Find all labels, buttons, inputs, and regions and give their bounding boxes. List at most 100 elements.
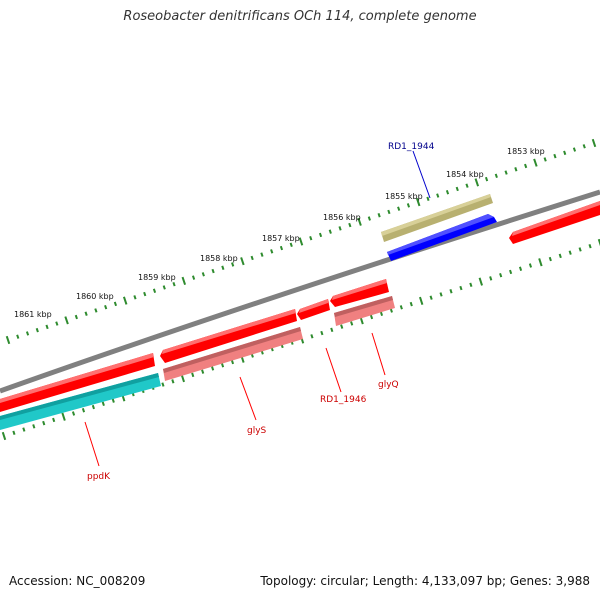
label-rd1-1944[interactable]: RD1_1944	[388, 142, 435, 152]
major-tick	[122, 296, 128, 305]
minor-tick	[338, 226, 342, 231]
gene-red-glyq-upper[interactable]	[330, 279, 389, 307]
map-title: Roseobacter denitrificans OCh 114, compl…	[123, 9, 477, 24]
label-glyq[interactable]: glyQ	[378, 380, 399, 390]
minor-tick	[588, 244, 592, 249]
scale-label-1858: 1858 kbp	[200, 254, 238, 263]
major-tick	[298, 237, 304, 246]
gene-red-glys-upper[interactable]	[160, 309, 297, 363]
minor-tick	[161, 382, 165, 387]
minor-tick	[426, 196, 430, 202]
minor-tick	[221, 265, 225, 270]
minor-tick	[509, 269, 513, 275]
minor-tick	[330, 327, 334, 333]
minor-tick	[230, 359, 235, 365]
scale-label-1859: 1859 kbp	[138, 273, 176, 282]
scale-label-1853: 1853 kbp	[507, 147, 545, 156]
minor-tick	[558, 253, 562, 259]
minor-tick	[459, 285, 463, 291]
leader-ppdk	[84, 421, 100, 467]
minor-tick	[489, 276, 493, 281]
label-glys[interactable]: glyS	[247, 426, 267, 436]
minor-tick	[389, 308, 393, 313]
major-tick	[5, 335, 11, 345]
genome-summary-text: Topology: circular; Length: 4,133,097 bp…	[260, 574, 590, 588]
minor-tick	[543, 157, 547, 162]
major-tick	[478, 277, 483, 286]
minor-tick	[201, 369, 205, 374]
scale-label-1860: 1860 kbp	[76, 292, 114, 301]
label-ppdk[interactable]: ppdK	[87, 472, 111, 482]
minor-tick	[320, 330, 324, 336]
minor-tick	[220, 363, 225, 368]
minor-tick	[101, 401, 105, 407]
inner-scale-ticks	[1, 238, 600, 441]
major-tick	[415, 197, 421, 207]
gene-cyan-ppdk[interactable]	[0, 373, 161, 430]
scale-label-1856: 1856 kbp	[323, 213, 361, 222]
minor-tick	[201, 272, 205, 277]
minor-tick	[397, 206, 401, 211]
minor-tick	[45, 324, 49, 330]
minor-tick	[429, 295, 433, 300]
major-tick	[597, 238, 600, 247]
minor-tick	[548, 256, 552, 262]
minor-tick	[81, 408, 86, 413]
major-tick	[64, 316, 69, 325]
minor-tick	[52, 417, 56, 423]
minor-tick	[22, 427, 26, 432]
gene-red-right[interactable]	[509, 201, 600, 244]
minor-tick	[55, 321, 59, 326]
scale-label-1861: 1861 kbp	[14, 310, 52, 319]
major-tick	[1, 431, 7, 441]
scale-label-1854: 1854 kbp	[446, 170, 484, 179]
minor-tick	[191, 275, 196, 280]
minor-tick	[377, 213, 381, 218]
major-tick	[474, 178, 480, 187]
minor-tick	[484, 176, 489, 182]
major-tick	[538, 258, 543, 267]
minor-tick	[32, 424, 36, 429]
minor-tick	[449, 289, 453, 294]
genome-backbone	[0, 189, 600, 394]
gene-blue[interactable]	[387, 214, 497, 261]
minor-tick	[409, 301, 413, 307]
leader-glyq	[371, 332, 386, 376]
scale-label-1857: 1857 kbp	[262, 234, 300, 243]
accession-text: Accession: NC_008209	[9, 574, 146, 588]
minor-tick	[231, 262, 235, 267]
minor-tick	[211, 268, 215, 274]
major-tick	[240, 257, 245, 266]
minor-tick	[42, 420, 46, 426]
minor-tick	[16, 334, 20, 339]
minor-tick	[563, 150, 567, 156]
minor-tick	[340, 324, 344, 329]
minor-tick	[578, 247, 582, 252]
label-rd1-1946[interactable]: RD1_1946	[320, 395, 367, 405]
major-tick	[533, 158, 538, 167]
minor-tick	[318, 232, 323, 238]
minor-tick	[35, 327, 39, 333]
minor-tick	[84, 311, 88, 316]
major-tick	[357, 217, 362, 226]
minor-tick	[553, 153, 557, 159]
gene-red-left[interactable]	[0, 353, 155, 412]
minor-tick	[439, 292, 443, 297]
gene-pink-glyq[interactable]	[334, 296, 395, 326]
leader-rd1-1946	[325, 347, 342, 393]
gene-red-rd1-1946-upper[interactable]	[297, 299, 330, 320]
minor-tick	[191, 372, 195, 378]
gene-pink-glys[interactable]	[163, 327, 303, 381]
minor-tick	[399, 305, 403, 310]
minor-tick	[524, 163, 528, 169]
minor-tick	[12, 430, 16, 435]
minor-tick	[379, 311, 384, 316]
minor-tick	[572, 147, 577, 152]
gene-olive-rd1-1944[interactable]	[381, 194, 493, 242]
minor-tick	[309, 236, 313, 241]
minor-tick	[455, 186, 459, 192]
minor-tick	[172, 281, 176, 287]
leader-glys	[239, 376, 257, 421]
minor-tick	[504, 170, 508, 175]
